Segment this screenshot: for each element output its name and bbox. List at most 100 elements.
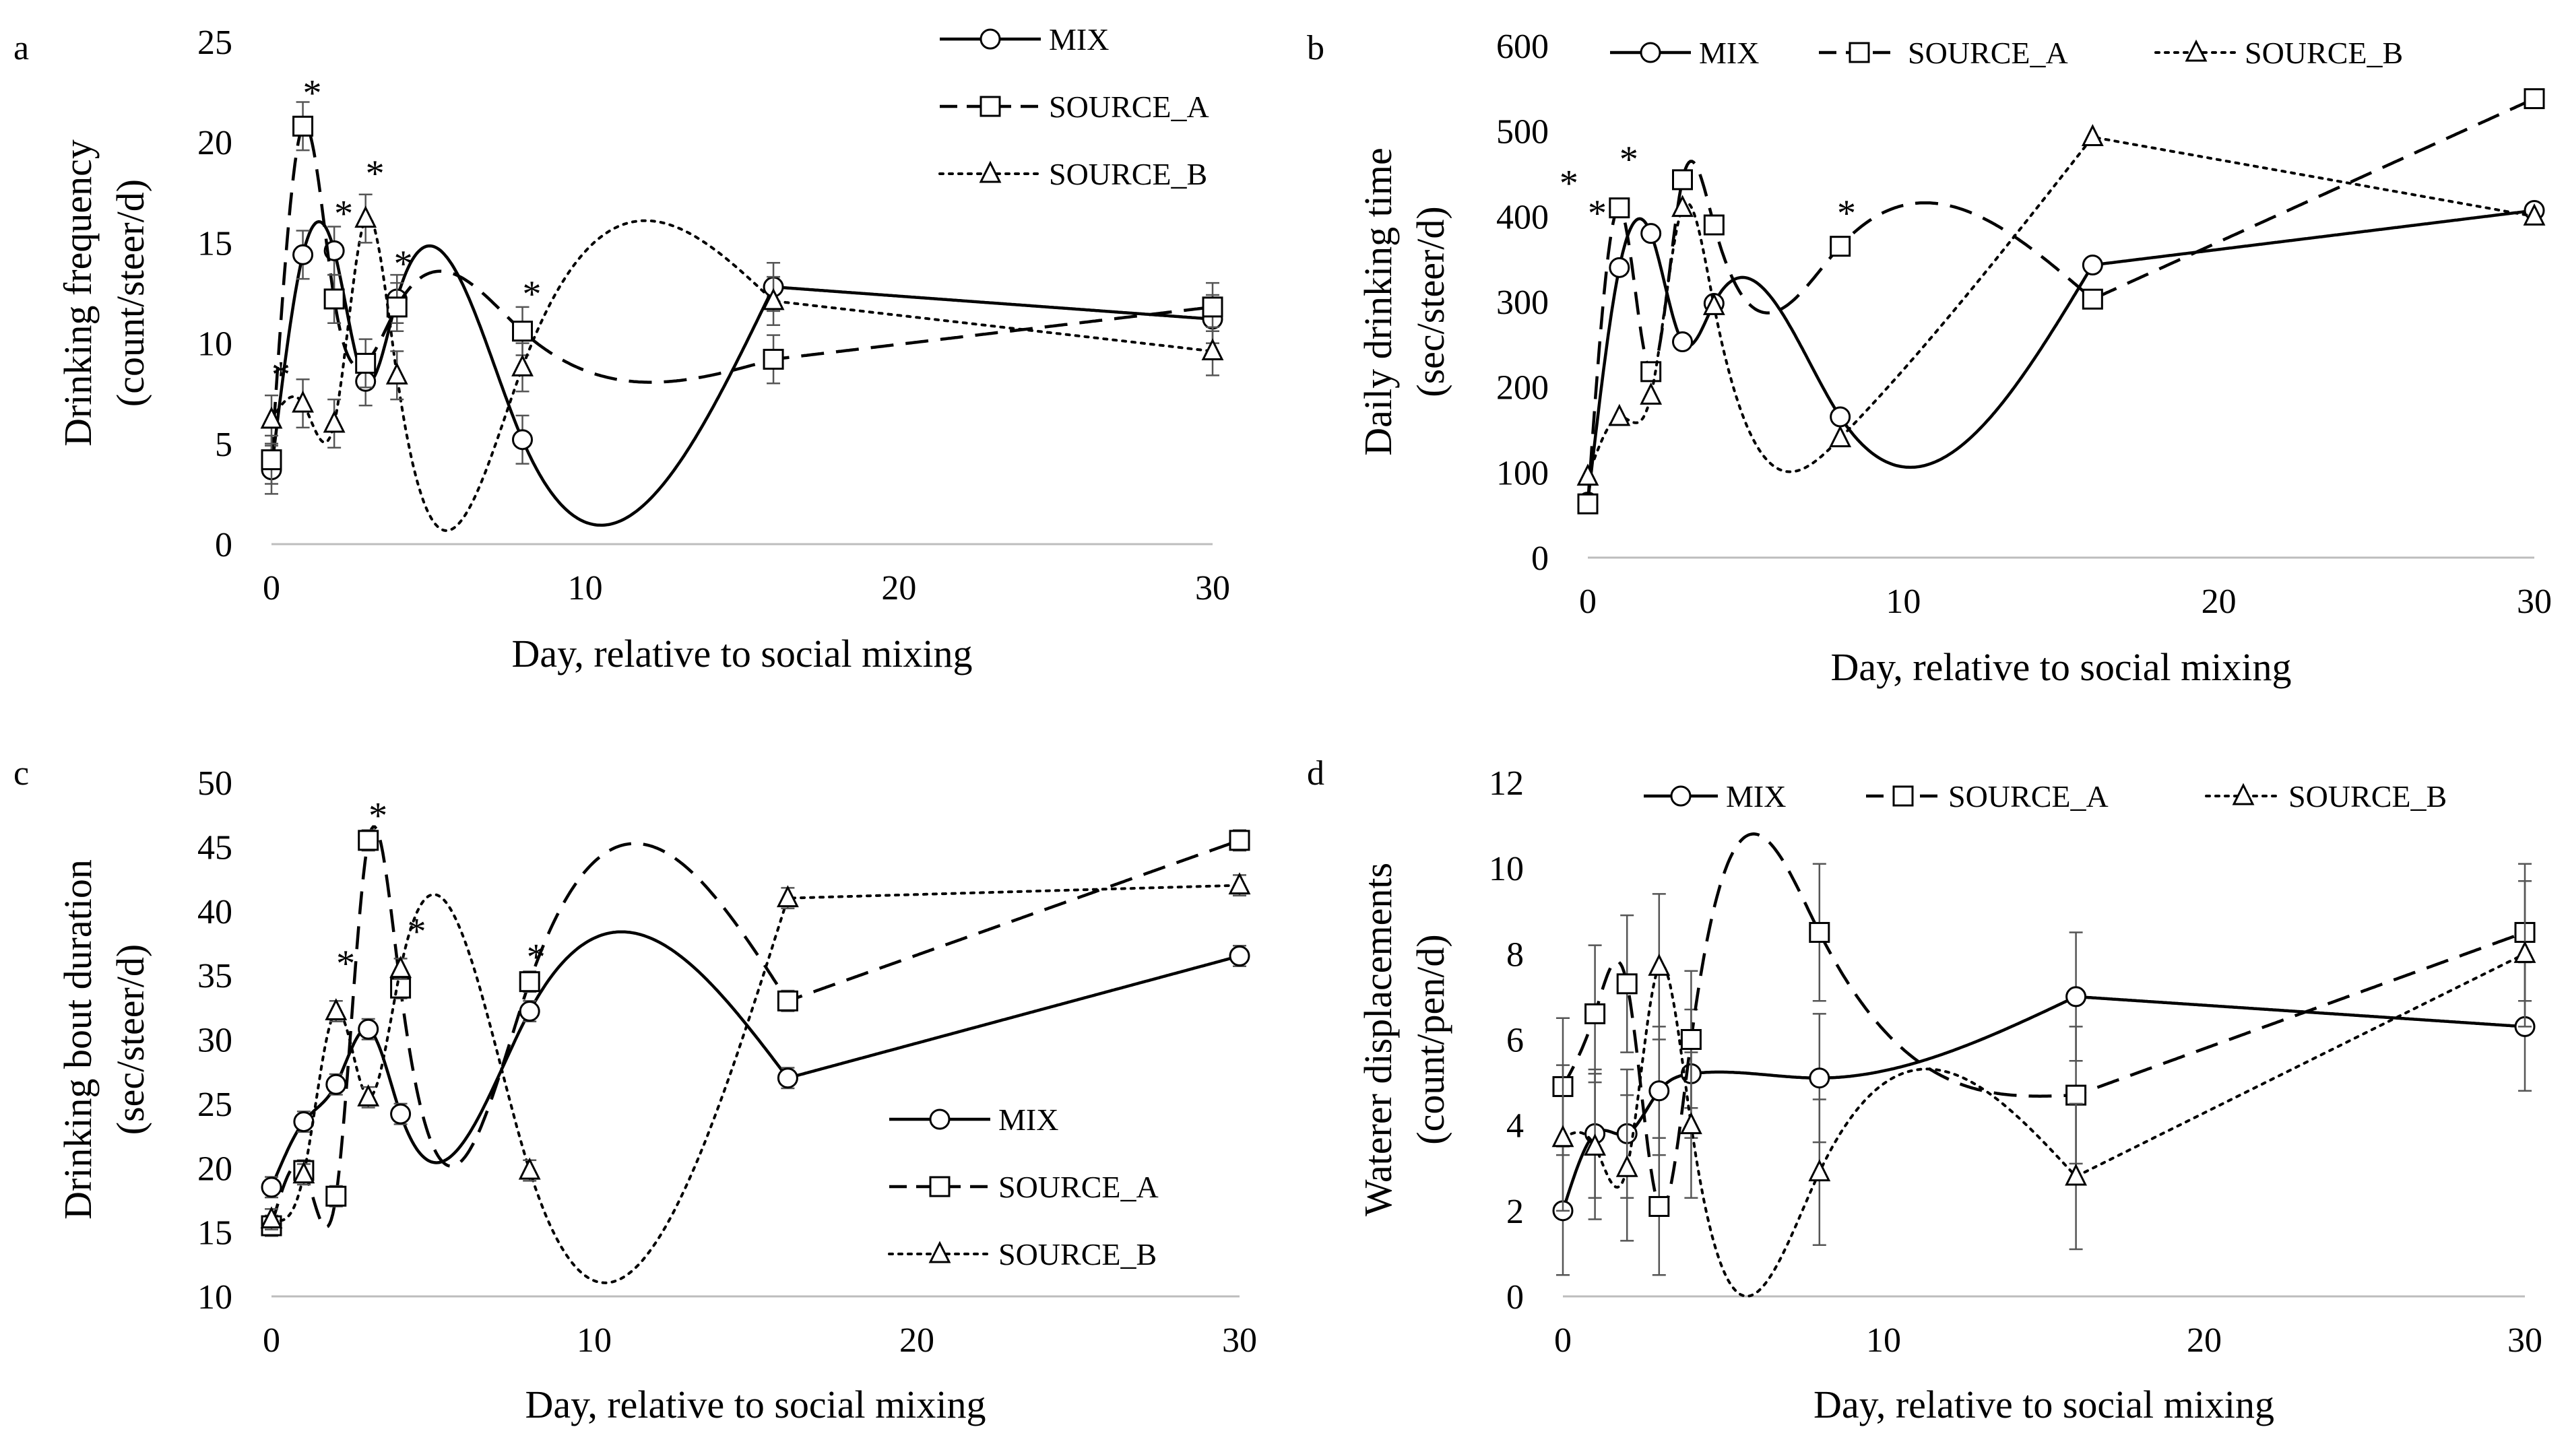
data-point-triangle (1201, 338, 1224, 361)
data-point-triangle (292, 1161, 315, 1184)
series-source-b (260, 193, 1224, 532)
legend-label: SOURCE_A (998, 1170, 1159, 1204)
data-point-circle (1648, 1080, 1670, 1102)
y-tick-label: 15 (197, 1214, 232, 1253)
data-point-triangle (357, 1084, 380, 1106)
significance-asterisk: * (368, 795, 387, 837)
data-point-square (1830, 236, 1851, 257)
data-point-square (2524, 88, 2545, 110)
data-point-circle (325, 1073, 347, 1095)
data-point-triangle (1679, 1112, 1702, 1135)
y-tick-label: 40 (197, 893, 232, 931)
panel-letter: d (1307, 754, 1324, 793)
data-point-square (261, 449, 282, 471)
legend-label: MIX (1726, 779, 1786, 814)
y-tick-label: 12 (1489, 764, 1524, 803)
data-point-circle (1640, 223, 1662, 244)
x-tick-label: 30 (2517, 583, 2552, 621)
data-point-triangle (1551, 1125, 1574, 1148)
data-point-square (2082, 288, 2103, 310)
data-point-square (1609, 197, 1630, 219)
significance-asterisk: * (271, 354, 290, 395)
y-tick-label: 200 (1496, 369, 1549, 407)
series-line (270, 884, 1241, 1284)
x-axis-title: Day, relative to social mixing (1831, 645, 2292, 689)
data-point-triangle (1808, 1159, 1831, 1182)
data-point-circle (292, 244, 314, 265)
data-point-square (1703, 214, 1725, 236)
data-point-triangle (2065, 1163, 2088, 1186)
data-point-triangle (323, 410, 346, 433)
data-point-circle (512, 429, 534, 451)
y-tick-label: 50 (197, 764, 232, 803)
y-tick-label: 10 (1489, 850, 1524, 888)
panel-letter: c (13, 754, 29, 793)
data-point-square (390, 977, 412, 999)
series-source-b (1576, 124, 2546, 486)
series-line (1561, 995, 2526, 1212)
data-point-square (325, 1185, 347, 1207)
y-axis-title: Daily drinking time (1356, 147, 1400, 456)
data-point-square (1648, 1195, 1670, 1217)
series-line (269, 123, 1213, 460)
data-point-square (512, 321, 534, 342)
y-tick-label: 10 (197, 325, 232, 364)
y-axis-title-unit: (count/pen/d) (1409, 934, 1452, 1144)
data-point-square (763, 348, 784, 370)
data-point-square (1680, 1029, 1702, 1050)
y-tick-label: 20 (197, 124, 232, 162)
series-line (1562, 952, 2526, 1298)
series-source-a (1552, 832, 2536, 1276)
y-tick-label: 8 (1506, 935, 1524, 974)
y-tick-label: 600 (1496, 28, 1549, 66)
x-tick-label: 0 (1579, 583, 1597, 621)
y-tick-label: 0 (215, 526, 232, 564)
data-point-triangle (1608, 403, 1631, 426)
x-axis-title: Day, relative to social mixing (512, 632, 973, 675)
data-point-square (1616, 973, 1638, 995)
legend: MIX SOURCE_A SOURCE_B (938, 22, 1209, 191)
significance-asterisk: * (336, 943, 355, 985)
data-point-square (1672, 169, 1693, 191)
legend-label: SOURCE_B (1049, 157, 1207, 191)
data-point-triangle (389, 956, 412, 979)
x-tick-label: 20 (2187, 1321, 2222, 1360)
y-tick-label: 25 (197, 24, 232, 62)
y-tick-label: 500 (1496, 113, 1549, 152)
series-line (269, 220, 1213, 527)
significance-asterisk: * (523, 273, 542, 315)
data-point-circle (390, 1103, 412, 1125)
data-point-circle (261, 1177, 282, 1198)
y-tick-label: 35 (197, 957, 232, 995)
x-tick-label: 0 (263, 1321, 280, 1360)
data-point-circle (2065, 986, 2087, 1007)
series-mix (1552, 931, 2536, 1276)
panel-d: d 0 2 4 6 8 10 12 0 10 20 30 Day, relative to social… (1307, 754, 2542, 1426)
panel-b: b 0 100 200 300 400 500 600 0 10 20 30 Day, relative… (1307, 28, 2552, 689)
data-point-triangle (354, 205, 377, 228)
y-axis-title-unit: (sec/steer/d) (108, 944, 152, 1135)
x-tick-label: 30 (1195, 569, 1230, 607)
significance-asterisk: * (1619, 139, 1638, 180)
significance-asterisk: * (1837, 193, 1856, 234)
series-source-b (1551, 880, 2536, 1298)
legend-marker-circle (1670, 785, 1692, 807)
y-tick-label: 45 (197, 828, 232, 867)
x-tick-label: 10 (568, 569, 603, 607)
x-axis-title: Day, relative to social mixing (525, 1383, 986, 1426)
legend-marker-square (929, 1176, 951, 1197)
panel-letter: a (13, 29, 29, 67)
legend: MIX SOURCE_A SOURCE_B (888, 1102, 1159, 1271)
legend: MIX SOURCE_A SOURCE_B (1610, 36, 2403, 70)
data-point-triangle (2081, 124, 2104, 147)
legend-label: SOURCE_A (1049, 90, 1209, 124)
data-point-square (1577, 493, 1599, 515)
legend-label: MIX (1049, 22, 1109, 57)
data-point-circle (358, 1018, 379, 1040)
series-source-b (260, 872, 1251, 1284)
y-tick-label: 0 (1506, 1278, 1524, 1317)
data-point-triangle (385, 362, 408, 385)
legend-label: MIX (998, 1102, 1058, 1137)
data-point-square (386, 296, 408, 318)
y-tick-label: 400 (1496, 198, 1549, 236)
